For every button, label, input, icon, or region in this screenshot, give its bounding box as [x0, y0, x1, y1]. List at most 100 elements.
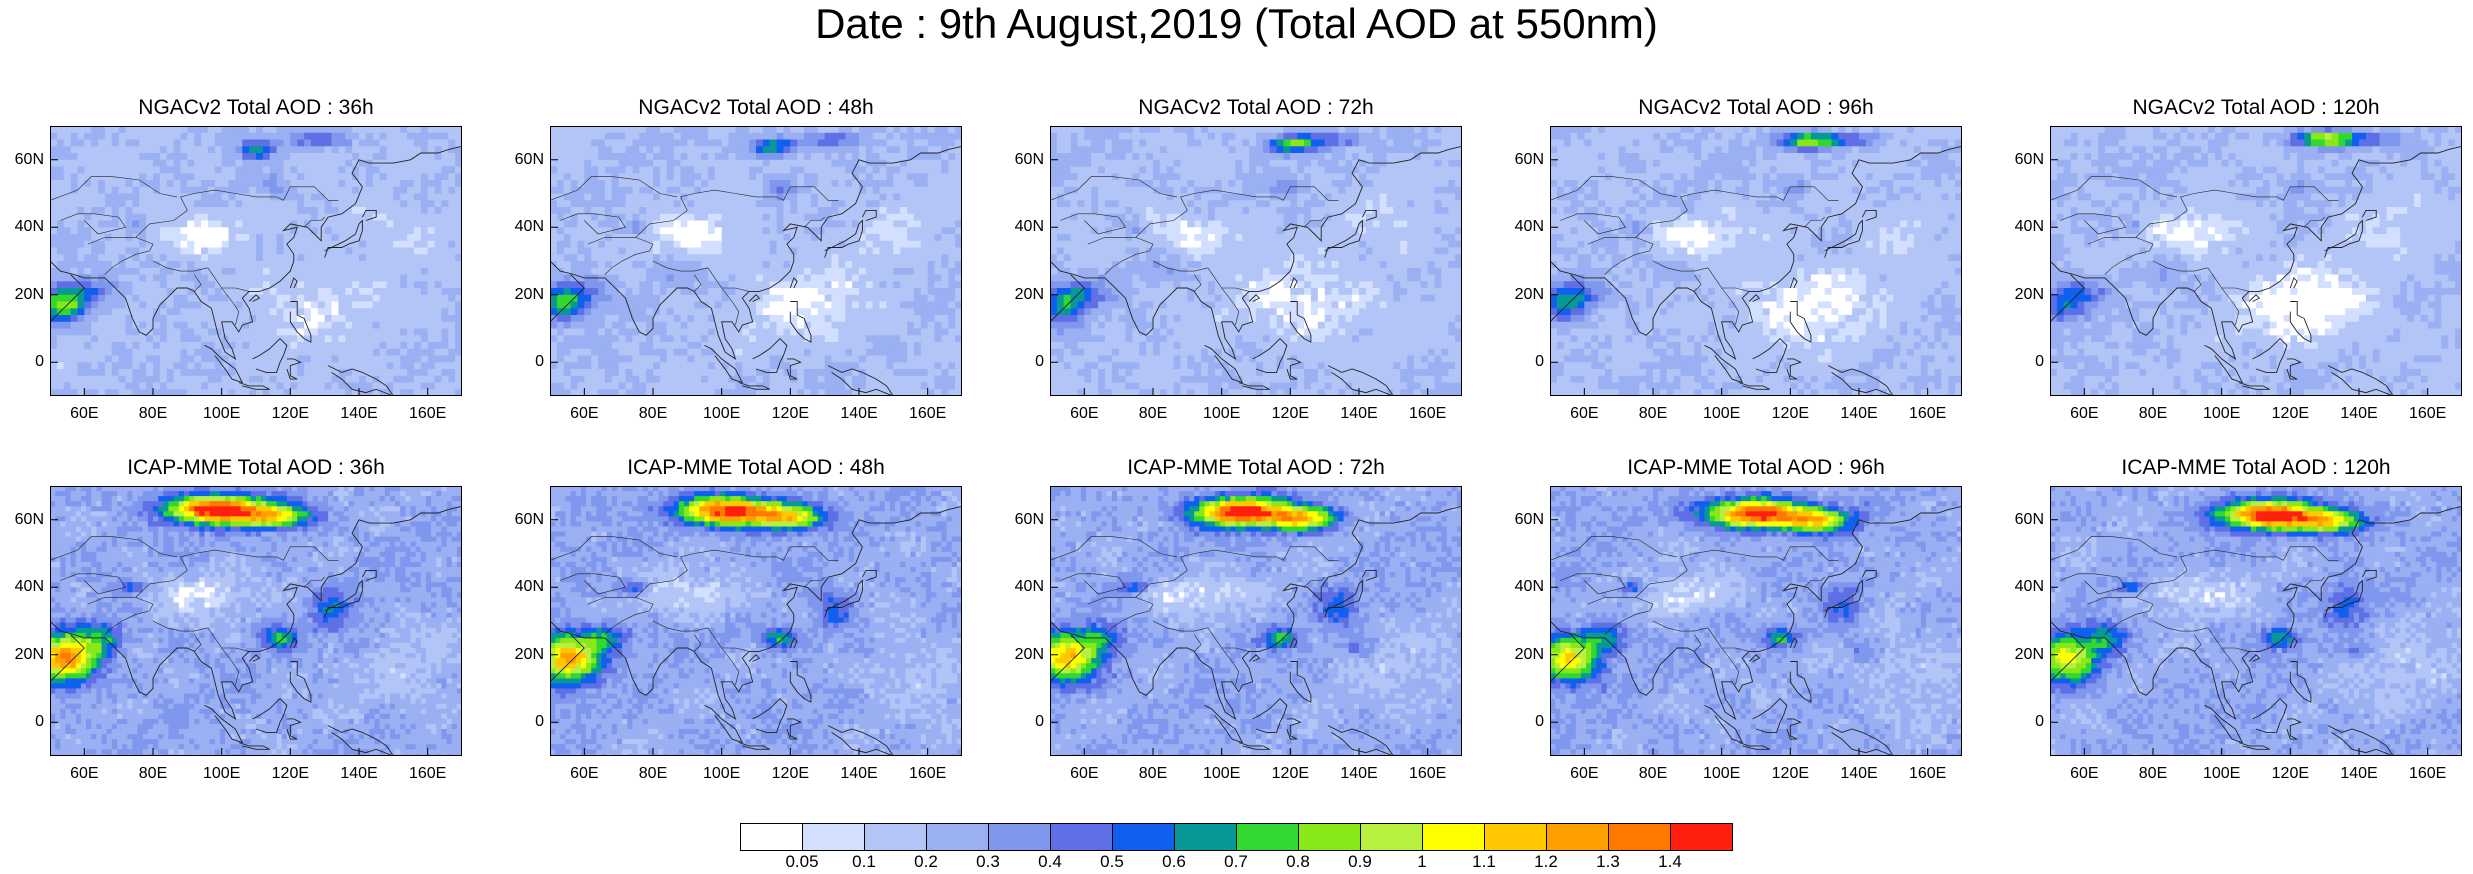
- map-frame: [550, 486, 962, 756]
- colorbar-tick-label: 0.9: [1335, 852, 1385, 872]
- lat-tick-label: 40N: [504, 579, 544, 595]
- country-borders: [550, 176, 839, 326]
- coastlines: [550, 505, 962, 756]
- lon-tick-label: 100E: [197, 406, 247, 422]
- country-borders: [2050, 536, 2339, 686]
- panel-title: NGACv2 Total AOD : 36h: [50, 96, 462, 120]
- lat-tick-label: 0: [2004, 354, 2044, 370]
- lat-tick-label: 60N: [1004, 151, 1044, 168]
- aod-map: [550, 486, 962, 756]
- map-frame: [1550, 486, 1962, 756]
- lat-tick-label: 0: [1004, 714, 1044, 730]
- lat-tick-label: 60N: [4, 511, 44, 528]
- lon-tick-label: 140E: [2334, 406, 2384, 422]
- colorbar-cell: [802, 823, 865, 851]
- map-frame: [2050, 486, 2462, 756]
- lat-tick-label: 20N: [1504, 286, 1544, 303]
- aod-map: [1550, 486, 1962, 756]
- map-panel-ngac-48h: NGACv2 Total AOD : 48h 60N 40N 20N 0 60E 80E 10…: [515, 96, 962, 422]
- lon-tick-label: 60E: [2059, 406, 2109, 422]
- lat-tick-label: 20N: [504, 646, 544, 663]
- lon-tick-label: 140E: [334, 766, 384, 782]
- lon-tick-label: 160E: [2403, 406, 2453, 422]
- lon-tick-label: 160E: [2403, 766, 2453, 782]
- lon-tick-label: 80E: [1128, 766, 1178, 782]
- coastlines: [1550, 145, 1962, 396]
- lon-tick-label: 140E: [1334, 406, 1384, 422]
- colorbar-cell: [1608, 823, 1671, 851]
- map-panel-icap-120h: ICAP-MME Total AOD : 120h 60N 40N 20N 0 60E 80…: [2015, 456, 2462, 782]
- colorbar-tick-label: 0.6: [1149, 852, 1199, 872]
- panel-title: NGACv2 Total AOD : 96h: [1550, 96, 1962, 120]
- axis-ticks: [550, 519, 929, 756]
- lon-tick-label: 80E: [2128, 766, 2178, 782]
- aod-field: [1550, 126, 1962, 396]
- aod-map: [1550, 126, 1962, 396]
- map-frame: [50, 486, 462, 756]
- lat-tick-label: 60N: [4, 151, 44, 168]
- lon-tick-label: 160E: [403, 406, 453, 422]
- panel-title: NGACv2 Total AOD : 120h: [2050, 96, 2462, 120]
- map-frame: [1550, 126, 1962, 396]
- lon-tick-label: 120E: [2265, 406, 2315, 422]
- panel-title: NGACv2 Total AOD : 48h: [550, 96, 962, 120]
- colorbar-cell: [926, 823, 989, 851]
- coastlines: [2050, 145, 2462, 396]
- map-frame: [1050, 486, 1462, 756]
- aod-map: [1050, 126, 1462, 396]
- colorbar-cell: [1112, 823, 1175, 851]
- map-panel-ngac-72h: NGACv2 Total AOD : 72h 60N 40N 20N 0 60E 80E 10…: [1015, 96, 1462, 422]
- colorbar-cell: [1298, 823, 1361, 851]
- lon-tick-label: 80E: [128, 766, 178, 782]
- lon-tick-label: 160E: [903, 406, 953, 422]
- lat-tick-label: 0: [4, 714, 44, 730]
- colorbar-tick-label: 0.1: [839, 852, 889, 872]
- lat-tick-label: 40N: [4, 219, 44, 235]
- axis-ticks: [1050, 519, 1429, 756]
- coastlines: [1050, 145, 1462, 396]
- lon-tick-label: 80E: [628, 406, 678, 422]
- lon-tick-label: 140E: [1334, 766, 1384, 782]
- map-panel-ngac-120h: NGACv2 Total AOD : 120h 60N 40N 20N 0 60E 80E 1…: [2015, 96, 2462, 422]
- lat-tick-label: 0: [1504, 354, 1544, 370]
- panel-title: ICAP-MME Total AOD : 36h: [50, 456, 462, 480]
- country-borders: [2050, 176, 2339, 326]
- lon-tick-label: 100E: [2197, 406, 2247, 422]
- lat-tick-label: 40N: [504, 219, 544, 235]
- coastlines: [1050, 505, 1462, 756]
- lon-tick-label: 120E: [765, 406, 815, 422]
- colorbar-tick-label: 0.7: [1211, 852, 1261, 872]
- colorbar-tick-label: 0.4: [1025, 852, 1075, 872]
- aod-field: [2050, 486, 2462, 756]
- lon-tick-label: 80E: [628, 766, 678, 782]
- country-borders: [1550, 176, 1839, 326]
- map-frame: [1050, 126, 1462, 396]
- colorbar-cell: [988, 823, 1051, 851]
- lat-tick-label: 20N: [1504, 646, 1544, 663]
- lat-tick-label: 40N: [2004, 219, 2044, 235]
- lat-tick-label: 0: [1004, 354, 1044, 370]
- axis-ticks: [50, 519, 429, 756]
- colorbar-cell: [1670, 823, 1733, 851]
- map-panel-ngac-96h: NGACv2 Total AOD : 96h 60N 40N 20N 0 60E 80E 10…: [1515, 96, 1962, 422]
- aod-map: [2050, 126, 2462, 396]
- axis-ticks: [50, 159, 429, 396]
- colorbar-tick-label: 0.8: [1273, 852, 1323, 872]
- country-borders: [550, 536, 839, 686]
- lon-tick-label: 160E: [1403, 406, 1453, 422]
- colorbar-cell: [1546, 823, 1609, 851]
- lon-tick-label: 60E: [559, 406, 609, 422]
- map-panel-ngac-36h: NGACv2 Total AOD : 36h 60N 40N 20N 0 60E 80E 10…: [15, 96, 462, 422]
- lon-tick-label: 100E: [1697, 406, 1747, 422]
- lon-tick-label: 160E: [903, 766, 953, 782]
- panel-title: ICAP-MME Total AOD : 96h: [1550, 456, 1962, 480]
- aod-field: [1050, 126, 1462, 396]
- lon-tick-label: 100E: [697, 766, 747, 782]
- aod-map: [50, 126, 462, 396]
- lon-tick-label: 120E: [2265, 766, 2315, 782]
- panel-title: ICAP-MME Total AOD : 72h: [1050, 456, 1462, 480]
- axis-ticks: [2050, 519, 2429, 756]
- lon-tick-label: 100E: [1697, 766, 1747, 782]
- colorbar-tick-label: 0.05: [777, 852, 827, 872]
- lat-tick-label: 40N: [1504, 219, 1544, 235]
